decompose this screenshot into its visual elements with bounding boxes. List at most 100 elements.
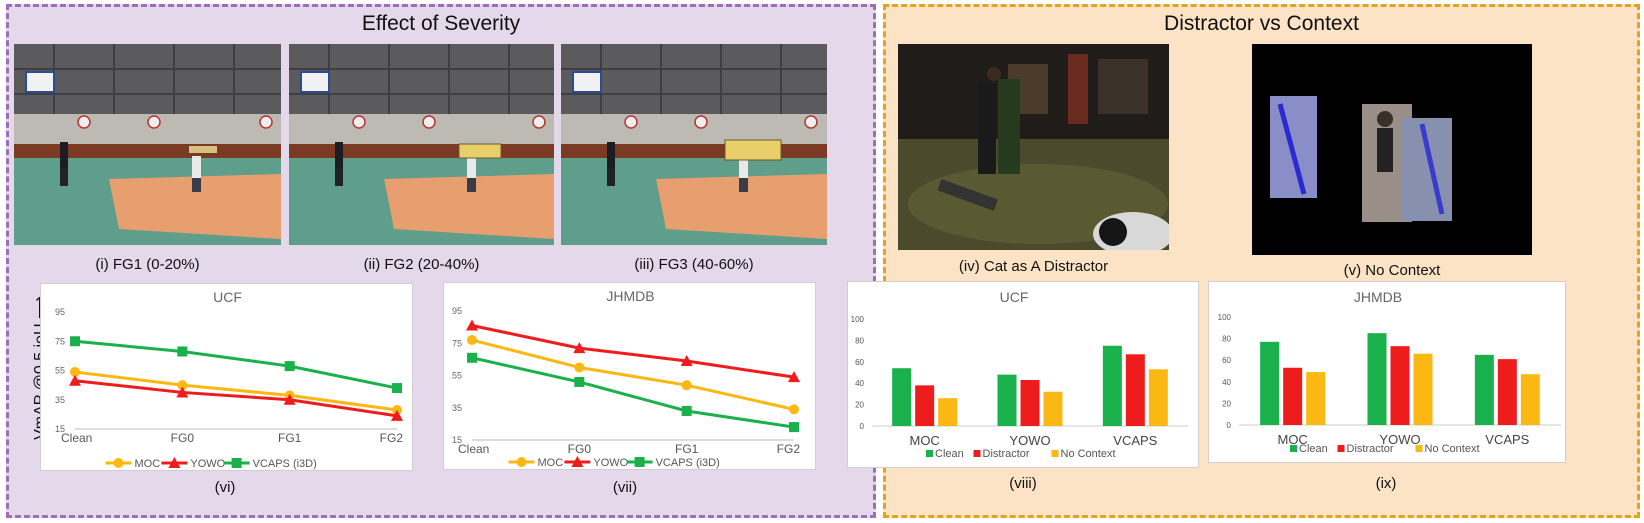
series-line-moc [471,338,795,411]
marker-moc [516,457,527,467]
marker-vcaps [681,405,692,416]
marker-yowo [176,386,189,398]
bar-clean [892,368,912,426]
series-line-yowo [74,379,398,418]
legend-label: MOC [538,457,564,469]
caption-vi: (vi) [214,479,236,496]
bar-clean [997,374,1017,426]
caption-fg2: (ii) FG2 (20-40%) [363,256,480,273]
x-tick-label: YOWO [1379,432,1420,447]
y-tick-label: 100 [1218,313,1232,322]
bar-no-context [938,398,958,426]
y-tick-label: 95 [452,306,462,316]
marker-yowo [466,319,478,331]
left-panel-title: Effect of Severity [361,12,521,35]
right-panel-title: Distractor vs Context [1164,12,1359,35]
marker-moc [574,362,585,373]
y-tick-label: 15 [55,424,65,434]
y-tick-label: 55 [452,371,462,381]
marker-vcaps [392,383,402,394]
legend-label: Clean [1299,443,1328,455]
bar-distractor [1497,359,1517,425]
chart-title: JHMDB [606,288,654,304]
bar-no-context [1306,372,1326,425]
legend-swatch [973,450,981,457]
gym-photo-fg3 [561,44,827,245]
bar-distractor [915,385,935,426]
marker-vcaps [177,346,188,357]
y-tick-label: 55 [55,366,65,376]
marker-yowo [571,456,584,467]
y-tick-label: 80 [855,336,864,345]
gym-photo-fg1 [14,44,281,245]
chart-title: UCF [213,289,242,305]
x-tick-label: MOC [1277,432,1307,447]
bar-clean [1474,354,1494,425]
legend-swatch [1415,445,1423,452]
series-line-yowo [471,324,795,379]
legend-swatch [1290,445,1297,452]
x-tick-label: MOC [909,433,939,448]
bar-clean [1260,341,1280,425]
bar-clean [1367,333,1387,425]
x-tick-label: FG2 [380,431,404,445]
marker-yowo [283,393,296,405]
y-tick-label: 60 [1222,356,1231,365]
legend-label: YOWO [593,457,628,469]
y-tick-label: 100 [851,315,865,324]
marker-moc [681,380,692,391]
chart-viii-ucf-bar: UCF 0 20 40 60 80 100 MOC YOWO VCAPS Clean Distract… [847,281,1199,468]
marker-yowo [788,371,800,383]
caption-cat-distractor: (iv) Cat as A Distractor [958,258,1109,275]
caption-viii: (viii) [1009,475,1037,492]
marker-yowo [680,354,693,366]
marker-moc [177,380,188,391]
caption-vii: (vii) [612,479,638,496]
chart-vii-jhmdb-line: JHMDB 15 35 55 75 95 Clean FG0 FG1 FG2 MOC YOWO VCAP… [443,282,816,470]
chart-title: UCF [1000,289,1029,305]
legend-label: No Context [1425,443,1480,455]
bar-distractor [1020,379,1040,426]
y-tick-label: 35 [55,395,65,405]
series-line-vcaps [471,356,795,429]
bar-distractor [1125,354,1145,426]
x-tick-label: Clean [458,442,489,456]
legend-label: No Context [1061,448,1116,460]
y-tick-label: 20 [1222,399,1231,408]
y-tick-label: 75 [452,338,462,348]
caption-ix: (ix) [1375,475,1397,492]
marker-vcaps [789,422,799,433]
x-tick-label: FG1 [278,431,302,445]
y-tick-label: 80 [1222,335,1231,344]
x-tick-label: FG0 [171,431,195,445]
caption-fg3: (iii) FG3 (40-60%) [634,256,754,273]
bar-clean [1102,345,1122,426]
marker-vcaps [231,458,242,468]
x-tick-label: VCAPS [1485,432,1529,447]
bar-distractor [1283,367,1303,425]
marker-vcaps [70,336,80,347]
bar-distractor [1390,346,1410,425]
legend-label: MOC [135,458,161,470]
marker-yowo [69,374,81,386]
series-line-vcaps [74,339,398,390]
y-tick-label: 40 [855,379,864,388]
chart-vi-ucf-line: UCF 15 35 55 75 95 Clean FG0 FG1 FG2 MOC YOWO VCAPS … [40,283,413,471]
caption-no-context: (v) No Context [1343,262,1441,279]
marker-moc [789,404,799,415]
marker-moc [467,335,477,346]
marker-vcaps [284,361,295,372]
chart-ix-jhmdb-bar: JHMDB 0 20 40 60 80 100 MOC YOWO VCAPS Clean Distra… [1208,281,1566,463]
legend-swatch [1051,450,1059,457]
bar-no-context [1520,374,1540,425]
gym-photo-fg2 [289,44,554,245]
marker-moc [113,458,124,468]
legend-label: VCAPS (i3D) [656,457,720,469]
legend-label: Distractor [1347,443,1394,455]
legend-label: Distractor [983,448,1030,460]
y-tick-label: 15 [452,435,462,445]
no-context-photo [1252,44,1532,255]
y-tick-label: 20 [855,401,864,410]
y-tick-label: 0 [1227,421,1232,430]
y-tick-label: 40 [1222,378,1231,387]
